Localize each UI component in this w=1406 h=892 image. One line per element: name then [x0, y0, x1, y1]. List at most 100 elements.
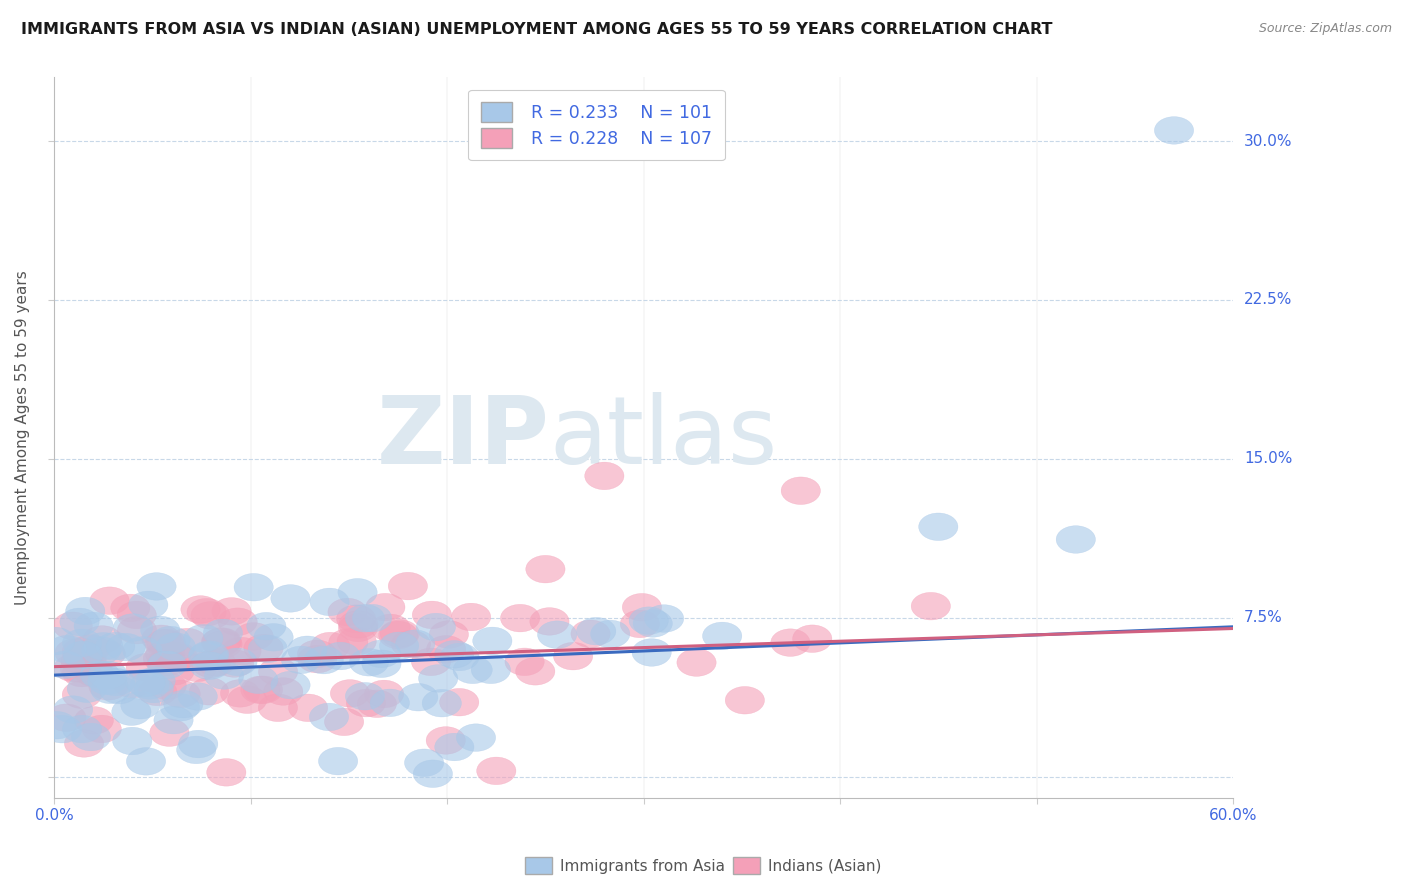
Ellipse shape: [65, 730, 104, 757]
Ellipse shape: [100, 676, 139, 704]
Ellipse shape: [304, 647, 343, 673]
Ellipse shape: [585, 462, 624, 490]
Ellipse shape: [239, 666, 278, 694]
Ellipse shape: [75, 706, 114, 734]
Ellipse shape: [190, 640, 229, 668]
Ellipse shape: [75, 659, 114, 687]
Ellipse shape: [633, 609, 672, 637]
Ellipse shape: [395, 630, 434, 657]
Ellipse shape: [146, 629, 186, 657]
Ellipse shape: [84, 632, 124, 660]
Ellipse shape: [105, 633, 145, 661]
Ellipse shape: [75, 612, 114, 640]
Ellipse shape: [218, 648, 257, 675]
Ellipse shape: [143, 645, 183, 673]
Ellipse shape: [370, 690, 409, 716]
Ellipse shape: [90, 587, 129, 615]
Ellipse shape: [526, 556, 565, 583]
Ellipse shape: [136, 573, 176, 600]
Ellipse shape: [243, 634, 283, 662]
Ellipse shape: [918, 513, 957, 541]
Ellipse shape: [156, 633, 195, 660]
Ellipse shape: [190, 678, 229, 705]
Ellipse shape: [60, 655, 100, 682]
Ellipse shape: [218, 608, 257, 635]
Ellipse shape: [259, 658, 298, 686]
Ellipse shape: [86, 640, 125, 667]
Ellipse shape: [330, 680, 370, 707]
Ellipse shape: [243, 676, 283, 704]
Ellipse shape: [96, 668, 135, 696]
Text: 22.5%: 22.5%: [1244, 293, 1292, 308]
Ellipse shape: [191, 650, 231, 678]
Ellipse shape: [48, 635, 87, 663]
Ellipse shape: [311, 632, 350, 660]
Ellipse shape: [440, 689, 479, 716]
Ellipse shape: [380, 620, 419, 648]
Ellipse shape: [440, 643, 479, 671]
Ellipse shape: [163, 690, 202, 718]
Ellipse shape: [46, 704, 86, 731]
Ellipse shape: [112, 727, 152, 755]
Ellipse shape: [336, 605, 375, 632]
Ellipse shape: [191, 601, 231, 629]
Ellipse shape: [1056, 525, 1095, 553]
Ellipse shape: [412, 601, 451, 629]
Ellipse shape: [530, 607, 569, 635]
Ellipse shape: [413, 760, 453, 788]
Ellipse shape: [111, 698, 150, 725]
Ellipse shape: [426, 727, 465, 755]
Ellipse shape: [554, 642, 593, 670]
Ellipse shape: [633, 639, 671, 666]
Y-axis label: Unemployment Among Ages 55 to 59 years: Unemployment Among Ages 55 to 59 years: [15, 270, 30, 605]
Ellipse shape: [240, 676, 280, 704]
Text: ZIP: ZIP: [377, 392, 550, 483]
Ellipse shape: [725, 687, 765, 714]
Ellipse shape: [67, 675, 107, 703]
Ellipse shape: [339, 610, 378, 638]
Ellipse shape: [96, 632, 135, 660]
Ellipse shape: [782, 477, 821, 505]
Ellipse shape: [184, 624, 224, 652]
Ellipse shape: [380, 632, 419, 659]
Ellipse shape: [190, 652, 229, 680]
Ellipse shape: [72, 723, 111, 751]
Ellipse shape: [53, 654, 93, 681]
Ellipse shape: [770, 629, 810, 657]
Ellipse shape: [288, 694, 328, 722]
Ellipse shape: [337, 579, 377, 606]
Ellipse shape: [318, 747, 357, 775]
Ellipse shape: [364, 681, 404, 707]
Text: 15.0%: 15.0%: [1244, 451, 1292, 467]
Ellipse shape: [1154, 117, 1194, 145]
Ellipse shape: [591, 620, 630, 648]
Ellipse shape: [259, 694, 298, 722]
Ellipse shape: [246, 613, 285, 640]
Ellipse shape: [215, 649, 254, 677]
Ellipse shape: [297, 640, 336, 667]
Ellipse shape: [378, 621, 418, 648]
Ellipse shape: [371, 615, 411, 641]
Ellipse shape: [83, 625, 122, 653]
Ellipse shape: [388, 573, 427, 600]
Ellipse shape: [204, 619, 243, 647]
Ellipse shape: [471, 656, 510, 683]
Ellipse shape: [160, 694, 200, 721]
Ellipse shape: [416, 614, 456, 640]
Ellipse shape: [254, 624, 294, 651]
Ellipse shape: [434, 640, 474, 668]
Ellipse shape: [233, 623, 273, 650]
Ellipse shape: [328, 599, 367, 626]
Ellipse shape: [156, 644, 195, 672]
Ellipse shape: [155, 657, 194, 685]
Ellipse shape: [187, 599, 226, 626]
Ellipse shape: [179, 731, 218, 758]
Ellipse shape: [179, 682, 218, 710]
Ellipse shape: [129, 672, 169, 699]
Ellipse shape: [63, 641, 103, 669]
Ellipse shape: [62, 659, 101, 687]
Ellipse shape: [146, 640, 184, 668]
Ellipse shape: [70, 635, 110, 662]
Ellipse shape: [53, 612, 93, 640]
Ellipse shape: [571, 620, 610, 648]
